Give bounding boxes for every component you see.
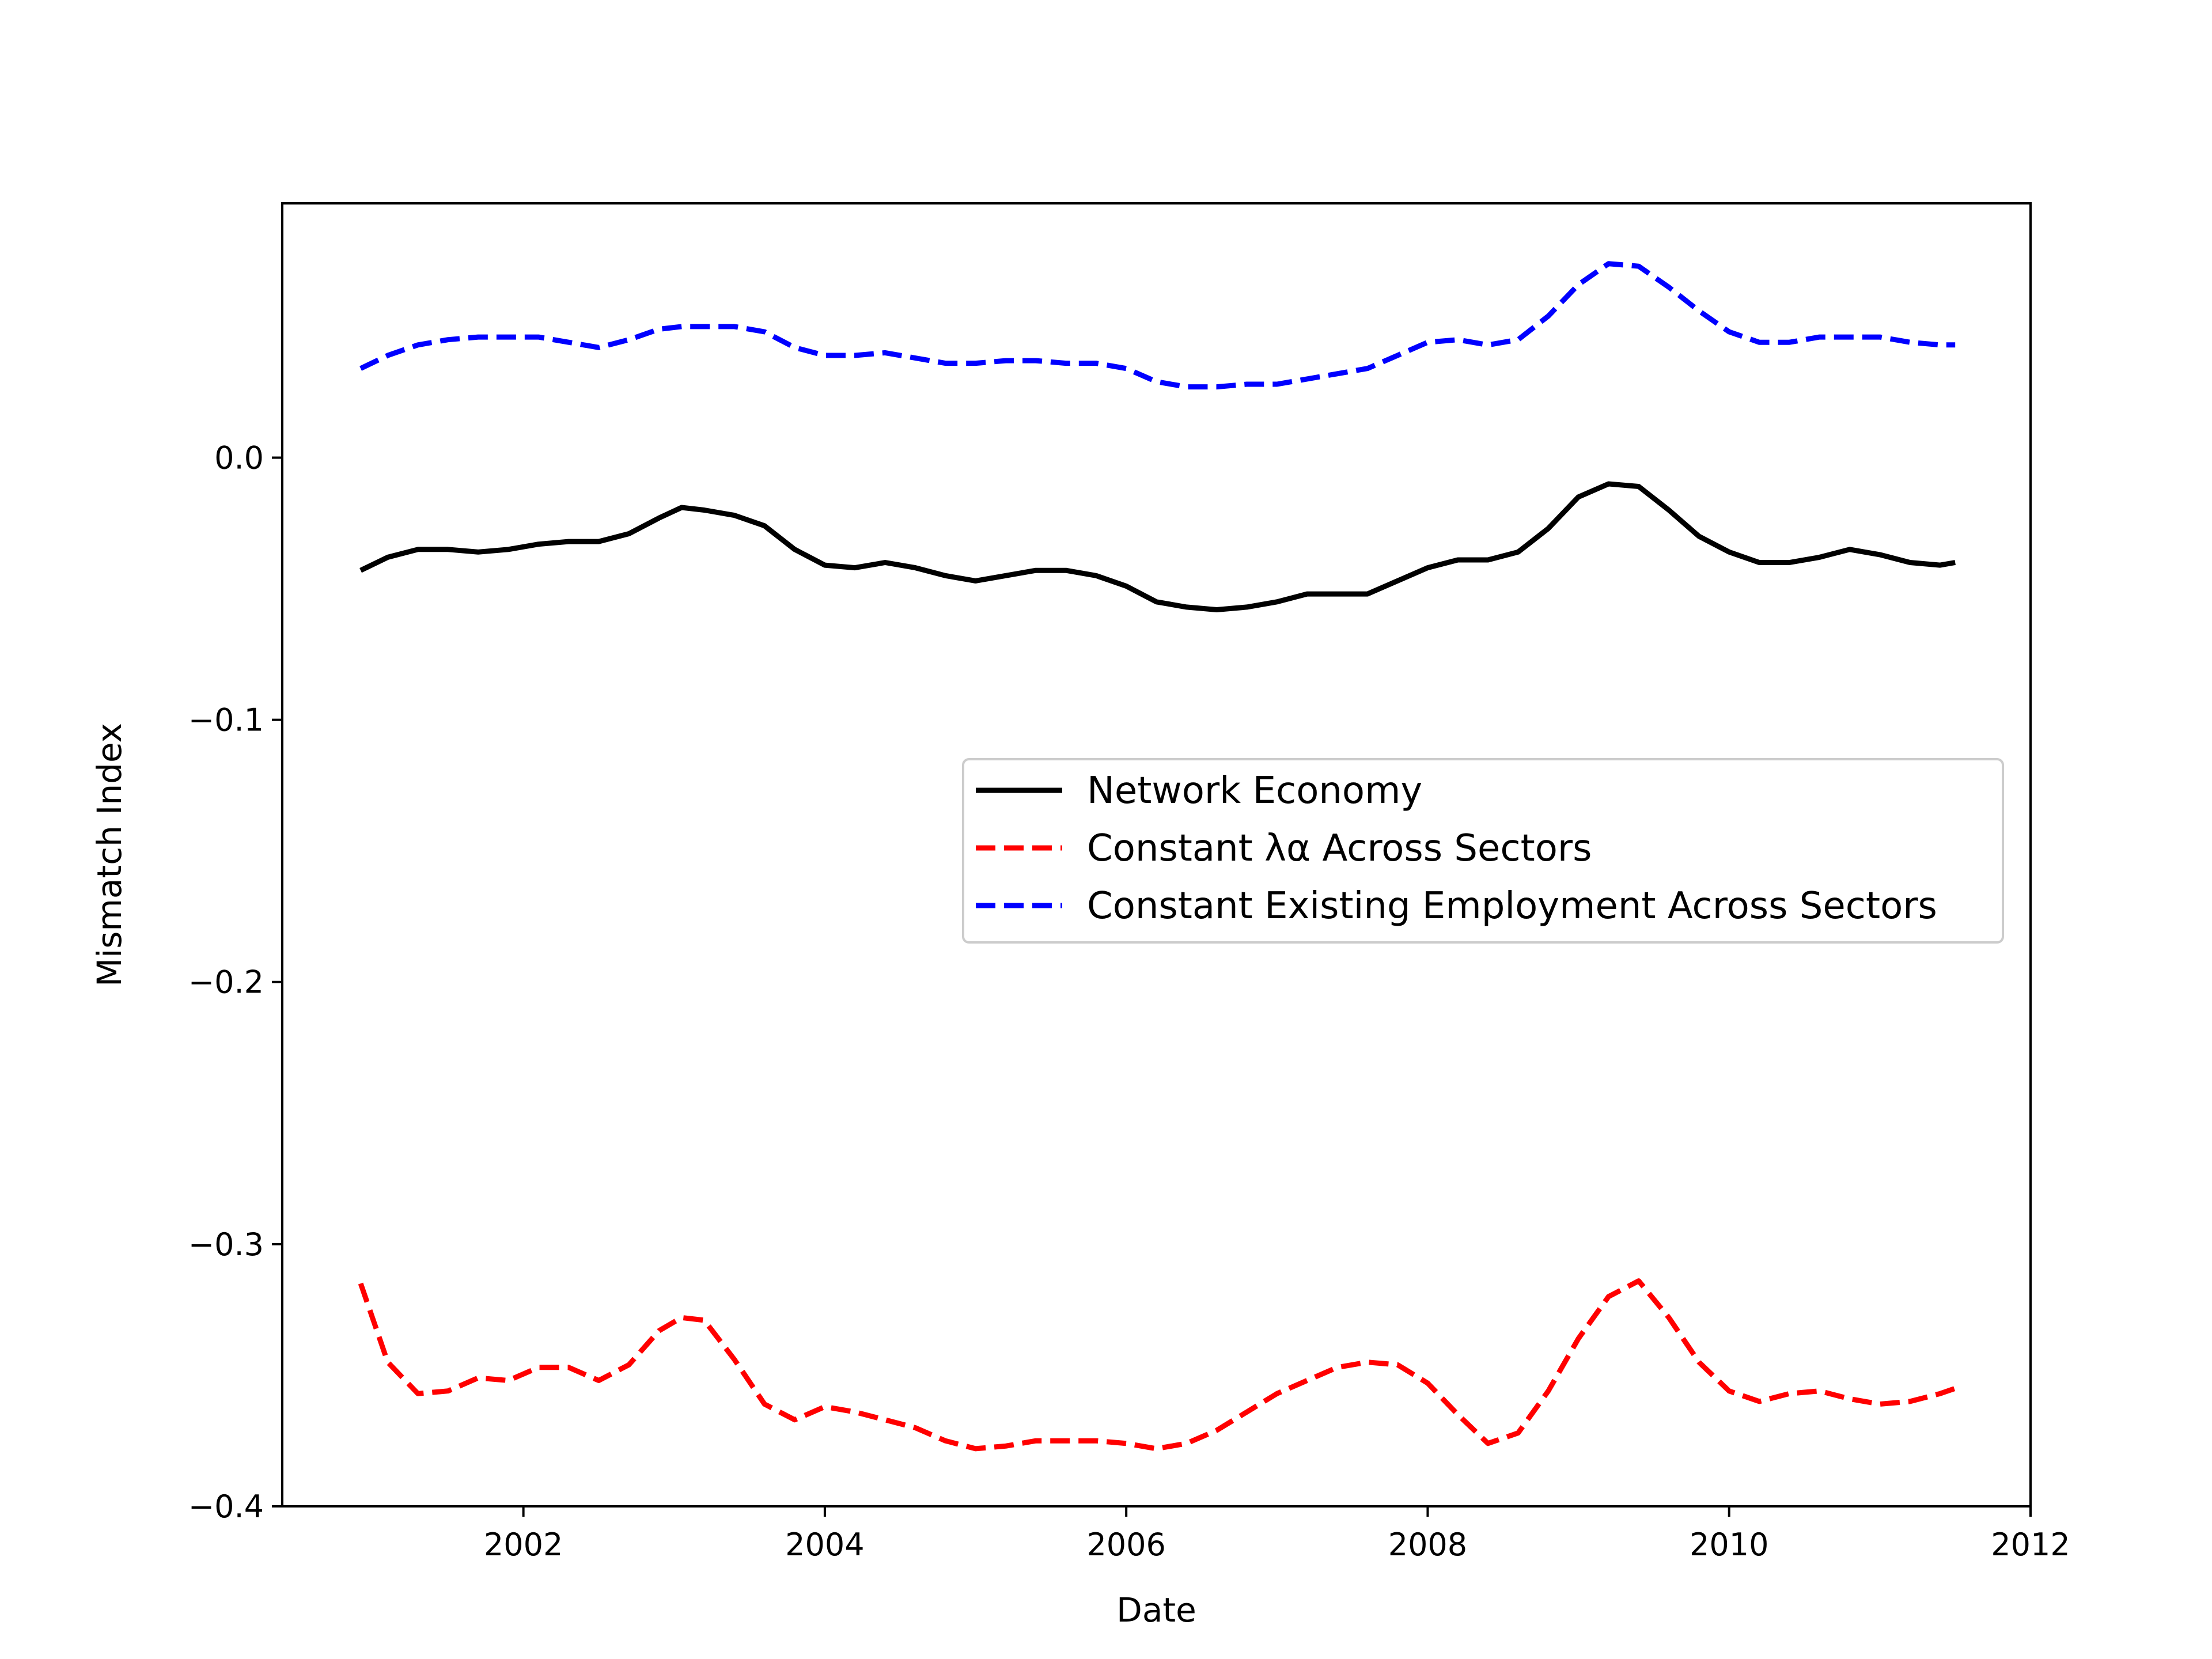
legend-entry-label: Constant λα Across Sectors [1087,827,1592,870]
x-tick-label: 2008 [1388,1527,1467,1563]
y-tick-label: −0.4 [188,1488,264,1525]
series-line-network-economy [359,481,1956,612]
y-axis: 0.0 −0.1 −0.2 −0.3 −0.4 [188,440,282,1525]
legend-box [962,758,2004,944]
legend-entry-label: Network Economy [1087,770,1422,812]
y-tick-label: 0.0 [214,440,264,476]
series-line-constant-across-sectors [358,1278,1956,1452]
legend-entry-label: Constant Existing Employment Across Sect… [1087,885,1937,927]
legend: Network Economy Constant λα Across Sector… [962,758,2004,944]
x-axis-label: Date [1116,1590,1196,1630]
series-layer [358,261,1956,1452]
y-axis-label: Mismatch Index [90,723,129,987]
y-tick-label: −0.3 [188,1226,264,1263]
y-tick-label: −0.1 [188,702,264,738]
x-tick-label: 2006 [1086,1527,1165,1563]
x-axis: 2002 2004 2006 2008 2010 2012 [484,1506,2070,1563]
x-tick-label: 2004 [785,1527,864,1563]
x-tick-label: 2012 [1991,1527,2070,1563]
y-tick-label: −0.2 [188,964,264,1001]
x-tick-label: 2002 [484,1527,563,1563]
x-tick-label: 2010 [1690,1527,1768,1563]
plot-frame [281,202,2032,1508]
